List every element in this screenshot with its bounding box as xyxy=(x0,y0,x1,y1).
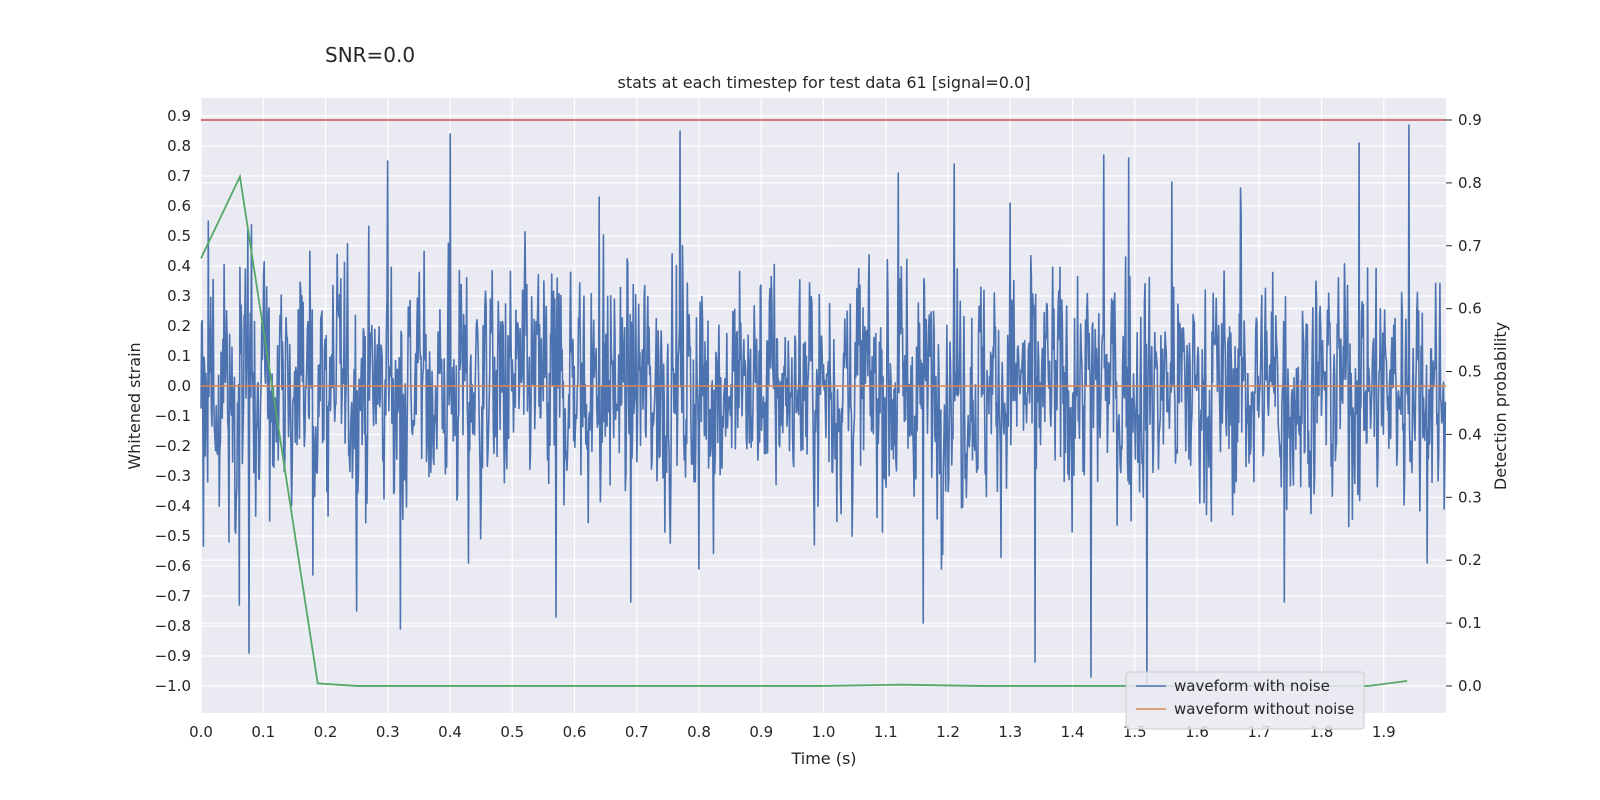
y-left-tick-label: −0.8 xyxy=(155,617,191,635)
y-left-tick-label: 0.9 xyxy=(167,107,191,125)
y-left-tick-label: −0.4 xyxy=(155,497,191,515)
y-right-tick-label: 0.3 xyxy=(1458,488,1482,506)
suptitle: SNR=0.0 xyxy=(325,43,415,67)
chart-title: stats at each timestep for test data 61 … xyxy=(618,73,1031,92)
x-tick-label: 0.8 xyxy=(687,723,711,741)
y-axis-right-label: Detection probability xyxy=(1491,322,1510,490)
x-tick-label: 1.4 xyxy=(1061,723,1085,741)
y-left-tick-label: −0.7 xyxy=(155,587,191,605)
y-right-tick-label: 0.1 xyxy=(1458,614,1482,632)
x-tick-label: 0.6 xyxy=(563,723,587,741)
legend: waveform with noise waveform without noi… xyxy=(1125,671,1365,730)
legend-box xyxy=(1125,671,1365,730)
x-axis-label: Time (s) xyxy=(790,749,856,768)
y-right-tick-label: 0.4 xyxy=(1458,425,1482,443)
x-tick-label: 0.1 xyxy=(251,723,275,741)
series-waveform-with-noise xyxy=(200,124,1447,684)
y-axis-left-label: Whitened strain xyxy=(125,342,144,469)
y-left-tick-label: 0.8 xyxy=(167,137,191,155)
y-left-tick-label: 0.7 xyxy=(167,167,191,185)
x-tick-label: 0.5 xyxy=(500,723,524,741)
y-left-tick-label: −0.3 xyxy=(155,467,191,485)
y-left-tick-label: −0.2 xyxy=(155,437,191,455)
y-left-tick-label: −0.6 xyxy=(155,557,191,575)
y-left-tick-label: −0.5 xyxy=(155,527,191,545)
y-left-tick-label: −0.1 xyxy=(155,407,191,425)
y-axis-right-ticks: 0.9 0.8 0.7 0.6 0.5 0.4 0.3 0.2 0.1 0.0 xyxy=(1446,111,1482,695)
y-left-tick-label: −0.9 xyxy=(155,647,191,665)
x-tick-label: 1.9 xyxy=(1372,723,1396,741)
x-tick-label: 1.1 xyxy=(874,723,898,741)
y-right-tick-label: 0.9 xyxy=(1458,111,1482,129)
y-left-tick-label: 0.3 xyxy=(167,287,191,305)
y-left-tick-label: −1.0 xyxy=(155,677,191,695)
y-right-tick-label: 0.8 xyxy=(1458,174,1482,192)
y-right-tick-label: 0.0 xyxy=(1458,677,1482,695)
y-right-tick-label: 0.2 xyxy=(1458,551,1482,569)
y-left-tick-label: 0.1 xyxy=(167,347,191,365)
x-tick-label: 0.9 xyxy=(749,723,773,741)
x-tick-label: 1.2 xyxy=(936,723,960,741)
x-tick-label: 0.3 xyxy=(376,723,400,741)
x-tick-label: 0.2 xyxy=(314,723,338,741)
y-left-tick-label: 0.6 xyxy=(167,197,191,215)
y-right-tick-label: 0.5 xyxy=(1458,363,1482,381)
legend-label-clean: waveform without noise xyxy=(1174,700,1354,718)
y-left-tick-label: 0.4 xyxy=(167,257,191,275)
x-tick-label: 0.0 xyxy=(189,723,213,741)
x-tick-label: 0.4 xyxy=(438,723,462,741)
y-axis-left-ticks: 0.9 0.8 0.7 0.6 0.5 0.4 0.3 0.2 0.1 0.0 −0.1 −0.2 −0… xyxy=(155,107,191,695)
x-tick-label: 0.7 xyxy=(625,723,649,741)
y-right-tick-label: 0.6 xyxy=(1458,300,1482,318)
x-tick-label: 1.0 xyxy=(812,723,836,741)
y-left-tick-label: 0.2 xyxy=(167,317,191,335)
y-left-tick-label: 0.5 xyxy=(167,227,191,245)
x-tick-label: 1.3 xyxy=(998,723,1022,741)
y-right-tick-label: 0.7 xyxy=(1458,237,1482,255)
y-left-tick-label: 0.0 xyxy=(167,377,191,395)
legend-label-noise: waveform with noise xyxy=(1174,677,1330,695)
